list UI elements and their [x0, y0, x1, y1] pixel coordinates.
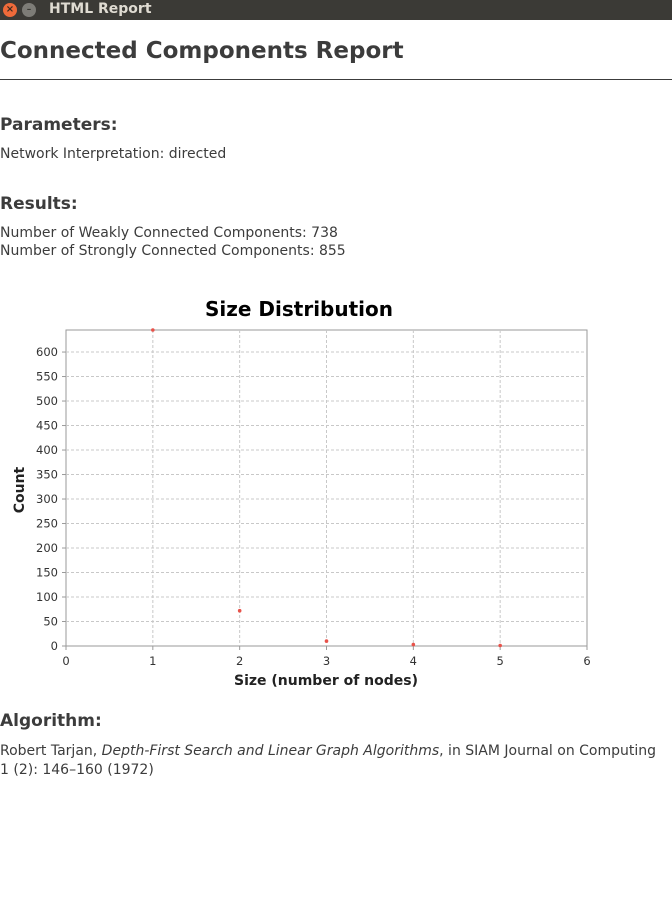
y-tick-label: 200 [36, 541, 58, 555]
data-point [411, 642, 416, 647]
y-tick-label: 0 [51, 639, 58, 653]
data-points [151, 328, 502, 648]
citation-paper-title: Depth-First Search and Linear Graph Algo… [101, 743, 440, 759]
size-distribution-chart: Size Distribution 0501001502002503003504… [12, 297, 591, 689]
y-tick-label: 150 [36, 566, 58, 580]
x-tick-label: 0 [62, 654, 69, 668]
y-tick-label: 350 [36, 468, 58, 482]
window-title: HTML Report [49, 1, 152, 17]
data-point [151, 328, 155, 332]
citation-author: Robert Tarjan, [0, 743, 102, 759]
x-axis-label: Size (number of nodes) [234, 673, 418, 689]
report-title: Connected Components Report [0, 38, 404, 64]
x-tick-label: 4 [410, 654, 417, 668]
algorithm-heading: Algorithm: [0, 711, 102, 731]
x-tick-label: 5 [497, 654, 504, 668]
data-point [324, 639, 329, 643]
y-axis-label: Count [12, 466, 28, 513]
title-divider [0, 79, 672, 80]
y-tick-label: 250 [36, 517, 58, 531]
y-tick-label: 550 [36, 370, 58, 384]
network-interpretation-text: Network Interpretation: directed [0, 146, 227, 162]
chart-grid [66, 330, 587, 646]
close-icon[interactable]: × [3, 3, 17, 17]
weakly-components-text: Number of Weakly Connected Components: 7… [0, 225, 338, 241]
y-tick-label: 400 [36, 443, 58, 457]
algorithm-citation: Robert Tarjan, Depth-First Search and Li… [0, 742, 668, 780]
window-titlebar: × – HTML Report [0, 0, 672, 20]
x-tick-label: 2 [236, 654, 243, 668]
y-tick-label: 50 [43, 615, 58, 629]
citation-journal: , in SIAM Journal on Computing 1 (2): 14… [0, 743, 657, 778]
data-point [237, 608, 242, 613]
minimize-icon[interactable]: – [22, 3, 36, 17]
x-tick-label: 6 [583, 654, 590, 668]
y-tick-label: 600 [36, 345, 58, 359]
data-point [498, 643, 502, 648]
y-tick-label: 100 [36, 590, 58, 604]
y-tick-label: 450 [36, 419, 58, 433]
results-heading: Results: [0, 194, 78, 214]
y-tick-label: 500 [36, 394, 58, 408]
x-axis-ticks: 0 1 2 3 4 5 6 [62, 646, 591, 668]
y-tick-label: 300 [36, 492, 58, 506]
y-axis-ticks: 0 50 100 150 200 250 300 350 400 450 500 550 600 [36, 345, 66, 653]
strongly-components-text: Number of Strongly Connected Components:… [0, 243, 346, 259]
chart-title: Size Distribution [205, 297, 393, 321]
x-tick-label: 1 [149, 654, 156, 668]
parameters-heading: Parameters: [0, 115, 118, 135]
x-tick-label: 3 [323, 654, 330, 668]
